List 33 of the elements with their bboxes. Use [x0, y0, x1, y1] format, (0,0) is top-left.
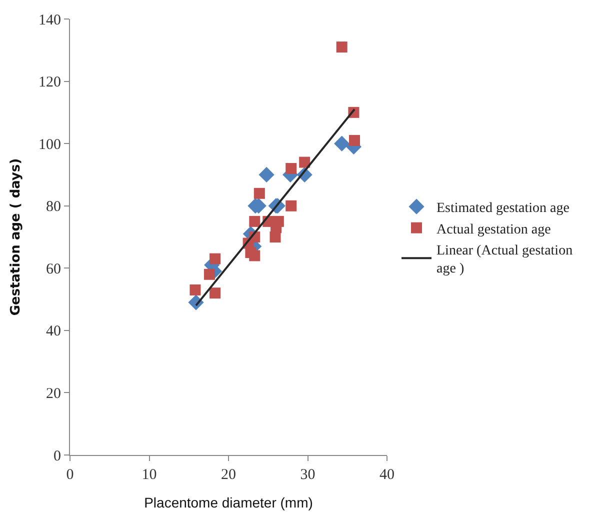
- point: [299, 156, 310, 168]
- point: [258, 166, 274, 183]
- point: [254, 188, 265, 199]
- legend-label: Actual gestation age: [436, 222, 551, 238]
- point: [249, 250, 260, 262]
- point: [334, 136, 350, 152]
- y-tick-label: 0: [54, 448, 61, 464]
- x-tick-label: 0: [66, 467, 74, 483]
- point: [349, 134, 360, 146]
- point: [204, 268, 215, 280]
- y-tick-label: 60: [46, 261, 61, 278]
- point: [336, 42, 348, 53]
- x-tick-label: 20: [221, 467, 236, 483]
- legend-label: Estimated gestation age: [436, 201, 570, 216]
- x-tick-label: 10: [142, 467, 157, 483]
- y-tick-label: 100: [38, 136, 61, 153]
- x-tick-label: 30: [300, 467, 316, 483]
- point: [190, 284, 201, 296]
- y-tick-label: 140: [38, 12, 61, 28]
- y-axis-title: Gestation age ( days): [8, 158, 24, 316]
- x-axis-title: Placentome diameter (mm): [144, 494, 313, 510]
- legend-label: Linear (Actual gestation age ): [436, 243, 573, 277]
- point: [286, 162, 297, 174]
- point: [210, 253, 221, 264]
- point: [272, 216, 284, 227]
- point: [249, 216, 260, 227]
- y-tick-label: 80: [46, 199, 61, 216]
- point: [210, 288, 221, 299]
- x-tick-label: 40: [380, 467, 394, 483]
- y-tick-label: 40: [46, 324, 61, 340]
- y-tick-label: 120: [38, 74, 61, 91]
- point: [286, 200, 297, 212]
- y-tick-label: 20: [46, 386, 61, 402]
